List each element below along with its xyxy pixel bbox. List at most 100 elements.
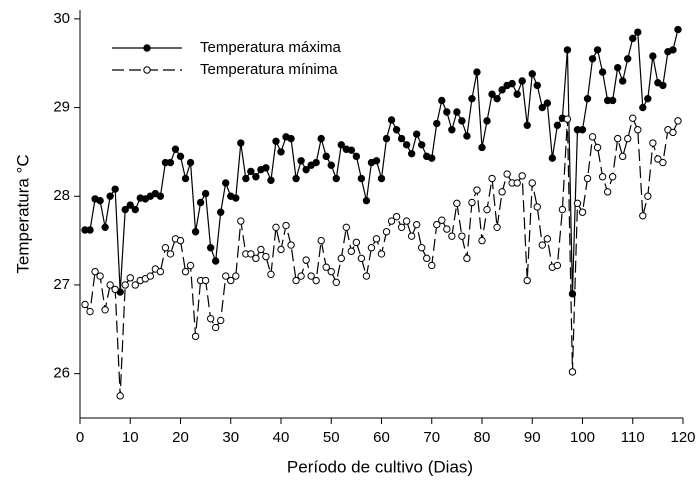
data-point [473, 68, 481, 76]
data-point [267, 270, 275, 279]
legend-label: Temperatura máxima [200, 39, 342, 56]
data-point [116, 392, 124, 400]
data-point [372, 157, 381, 165]
data-point [603, 188, 612, 196]
data-point [96, 196, 104, 205]
data-point [111, 285, 119, 294]
data-point [101, 223, 109, 232]
data-point [433, 119, 441, 128]
data-point [287, 134, 295, 143]
data-point [613, 134, 622, 143]
data-point [237, 139, 245, 147]
data-point [639, 212, 647, 220]
data-point [101, 306, 109, 314]
x-tick-label: 10 [122, 429, 139, 446]
data-point [518, 77, 526, 85]
y-tick-label: 28 [53, 187, 70, 204]
data-point [418, 244, 426, 252]
data-point [176, 152, 185, 161]
data-point [488, 90, 496, 98]
x-tick-label: 120 [670, 429, 695, 446]
data-point [201, 276, 210, 285]
x-tick-label: 50 [323, 429, 340, 446]
data-point [438, 96, 446, 105]
data-point [593, 46, 602, 54]
data-point [206, 244, 215, 252]
data-point [297, 272, 305, 280]
data-point [433, 220, 441, 229]
data-point [548, 154, 557, 162]
data-point [387, 217, 396, 225]
data-point [458, 117, 466, 125]
data-point [649, 52, 657, 60]
data-point [292, 174, 300, 183]
y-tick-label: 30 [53, 10, 70, 27]
data-point [488, 174, 496, 183]
data-point [518, 172, 526, 180]
data-point [272, 223, 280, 232]
data-point [674, 25, 682, 34]
data-point [322, 152, 330, 161]
data-point [453, 199, 461, 208]
x-tick-label: 60 [373, 429, 390, 446]
data-point [397, 134, 406, 143]
data-point [538, 241, 546, 249]
data-point [533, 81, 541, 90]
data-point [382, 134, 391, 143]
data-point [272, 137, 280, 145]
data-point [553, 261, 562, 270]
data-point [302, 256, 310, 264]
data-point [563, 115, 572, 123]
x-tick-label: 0 [76, 429, 84, 446]
data-point [201, 189, 210, 198]
data-point [563, 46, 572, 54]
data-point [418, 141, 426, 149]
data-point [634, 28, 642, 36]
data-point [382, 228, 391, 236]
data-point [86, 307, 94, 316]
data-point [568, 368, 577, 376]
data-point [232, 272, 240, 280]
x-tick-label: 20 [172, 429, 189, 446]
data-point [362, 196, 371, 205]
data-point [428, 261, 436, 270]
data-point [227, 276, 235, 285]
x-tick-label: 80 [474, 429, 491, 446]
data-point [578, 126, 587, 134]
data-point [217, 316, 225, 325]
data-point [669, 46, 677, 54]
data-point [317, 236, 325, 245]
data-point [543, 235, 552, 243]
data-point [619, 77, 627, 85]
data-point [583, 94, 592, 103]
data-point [498, 188, 506, 196]
data-point [407, 149, 416, 158]
data-point [267, 176, 275, 184]
x-tick-label: 40 [273, 429, 290, 446]
data-point [578, 208, 587, 216]
data-point [106, 192, 114, 200]
data-point [242, 174, 250, 183]
data-point [392, 212, 401, 221]
data-point [327, 161, 335, 169]
data-point [397, 223, 406, 232]
data-point [166, 250, 175, 258]
data-point [407, 232, 416, 240]
data-point [553, 121, 562, 130]
data-point [624, 134, 632, 143]
data-point [347, 247, 356, 255]
data-point [196, 198, 205, 207]
data-point [247, 250, 255, 258]
y-tick-label: 26 [53, 365, 70, 382]
data-point [312, 158, 320, 167]
data-point [327, 267, 335, 276]
data-point [483, 205, 491, 214]
data-point [156, 192, 165, 200]
data-point [412, 220, 421, 229]
data-point [523, 276, 531, 285]
data-point [126, 274, 134, 282]
data-point [493, 223, 501, 232]
data-point [639, 103, 647, 112]
data-point [156, 267, 165, 276]
